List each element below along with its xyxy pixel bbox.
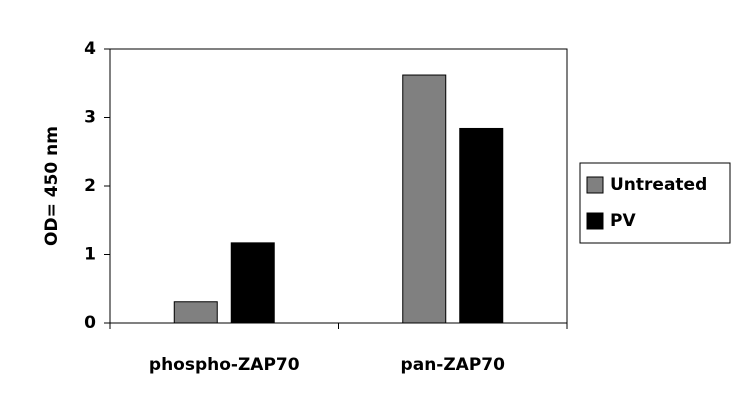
y-axis-label: OD= 450 nm xyxy=(42,126,62,246)
y-tick-label: 2 xyxy=(84,176,96,196)
y-tick-label: 0 xyxy=(84,313,96,333)
y-tick-label: 1 xyxy=(84,245,96,265)
y-tick-label: 3 xyxy=(84,108,96,128)
legend-swatch xyxy=(586,176,604,194)
legend-label: Untreated xyxy=(610,175,707,195)
bar xyxy=(459,127,504,324)
legend-swatch xyxy=(586,212,604,230)
y-tick-label: 4 xyxy=(84,39,96,59)
bar xyxy=(173,301,218,324)
bar xyxy=(230,242,275,324)
x-tick-label: pan-ZAP70 xyxy=(401,355,506,375)
legend-box xyxy=(579,162,731,244)
x-tick-label: phospho-ZAP70 xyxy=(149,355,300,375)
bar xyxy=(402,74,447,324)
legend-label: PV xyxy=(610,211,636,231)
